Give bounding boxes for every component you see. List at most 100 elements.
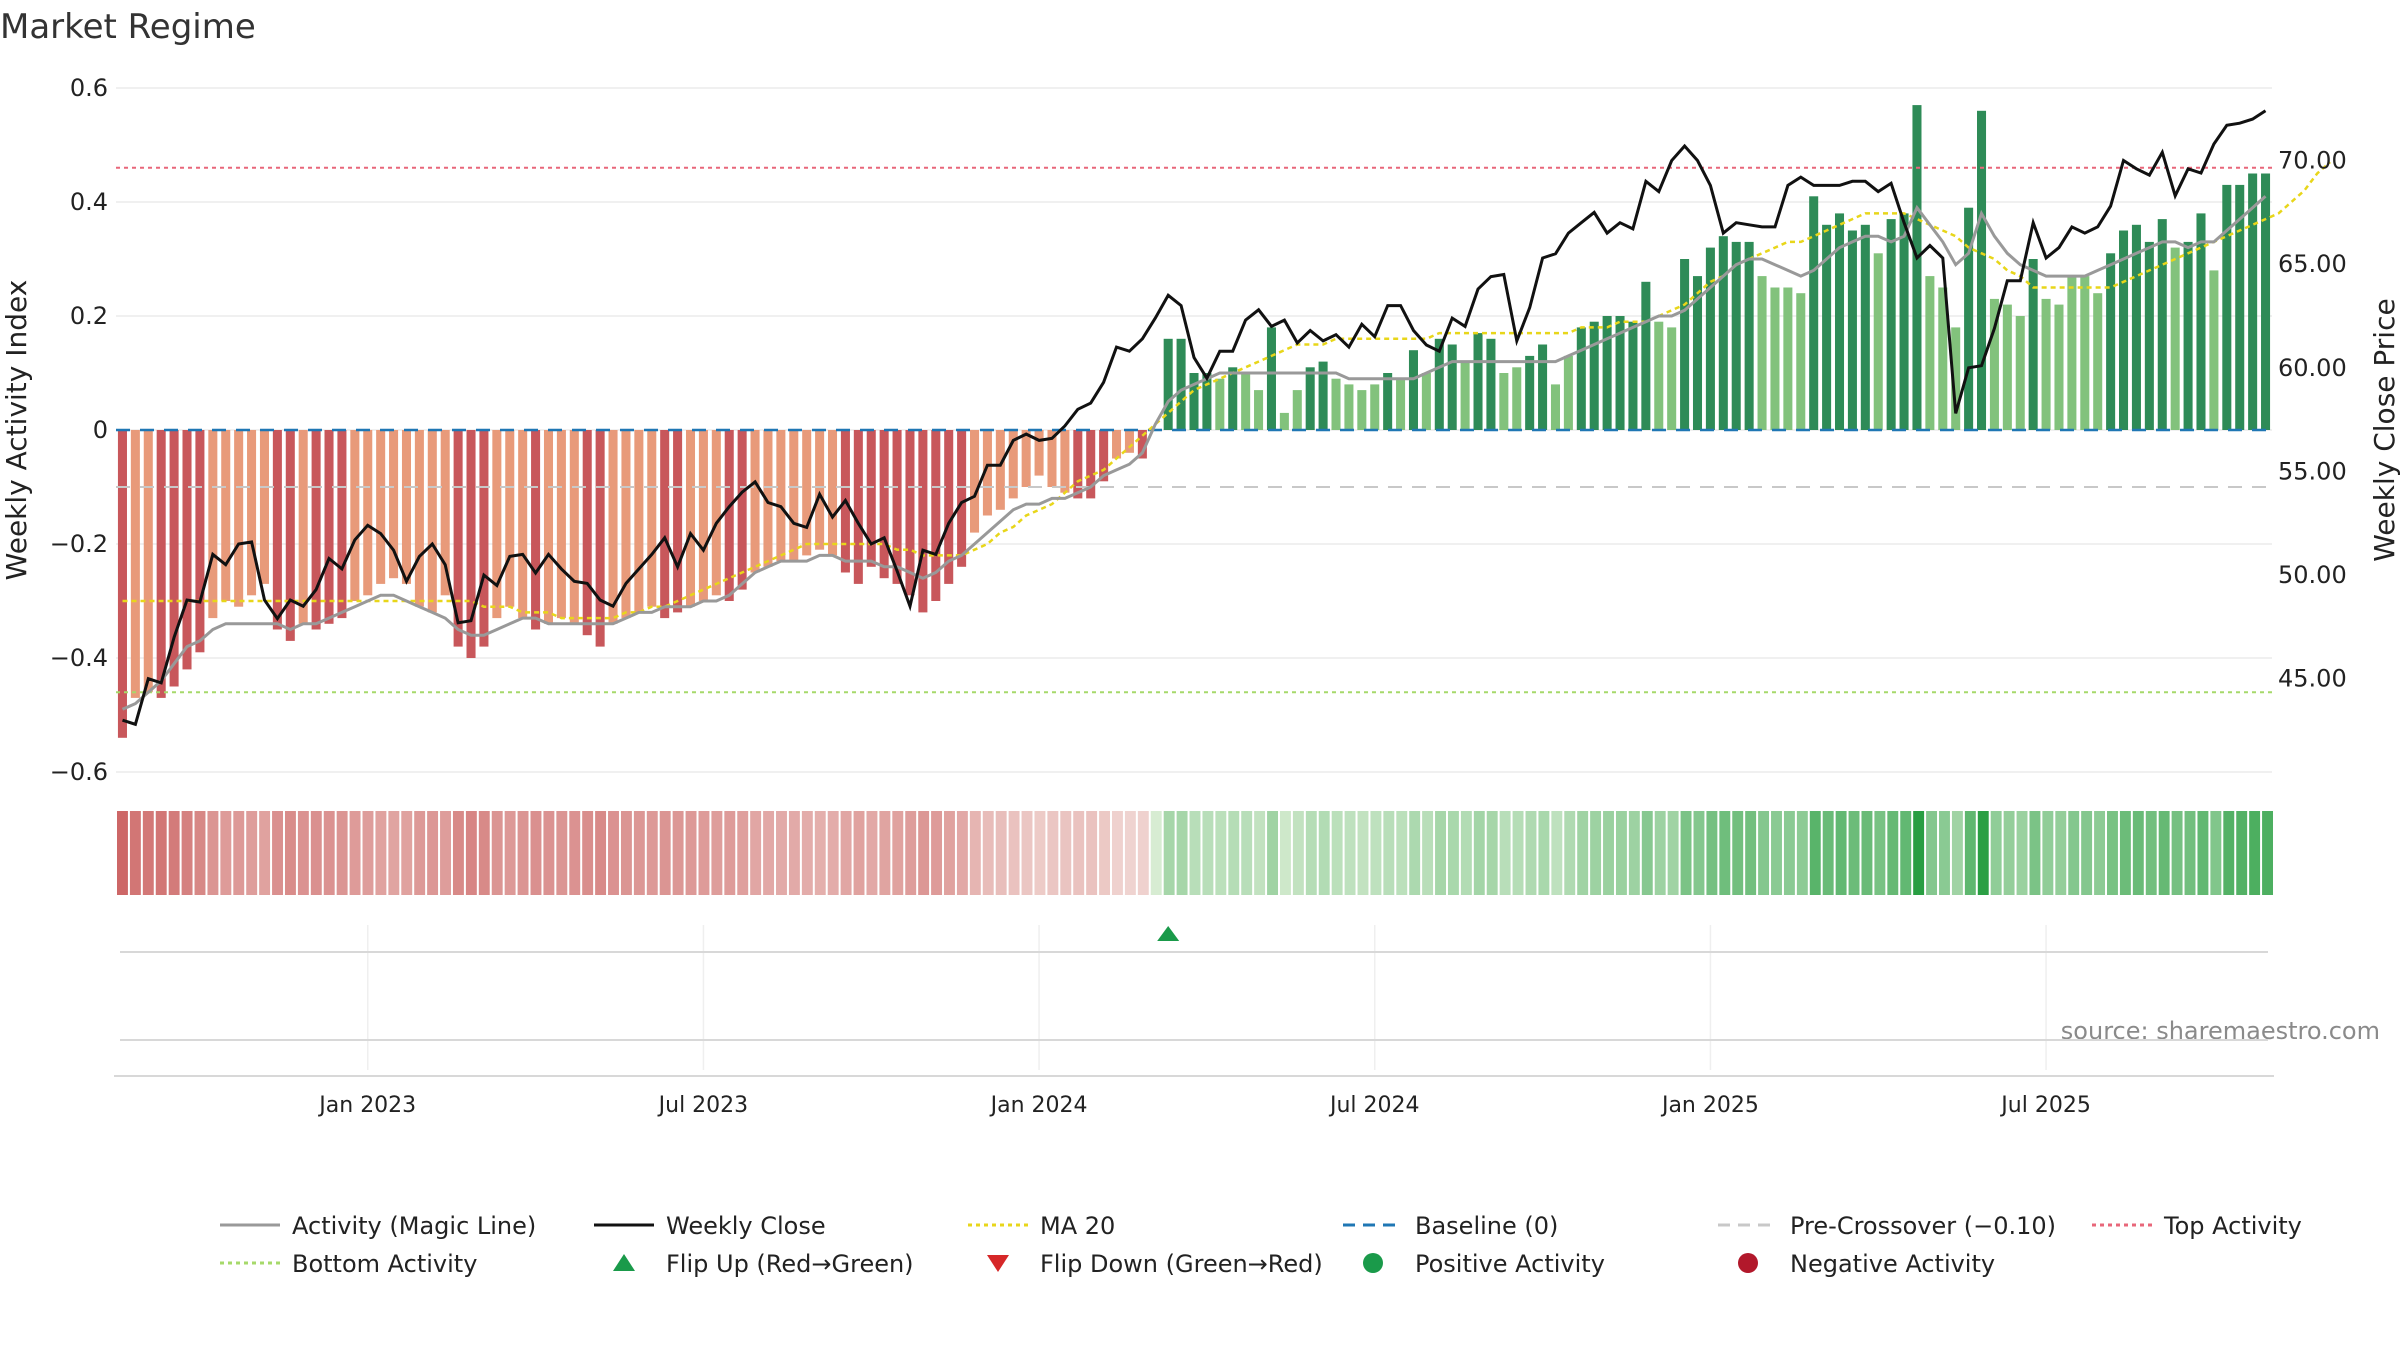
x-tick-label: Jul 2024 <box>1328 1093 1420 1118</box>
regime-strip-cell <box>2197 811 2209 895</box>
regime-strip-cell <box>1719 811 1731 895</box>
activity-bar <box>1124 430 1134 453</box>
regime-strip-cell <box>905 811 917 895</box>
regime-strip-cell <box>711 811 723 895</box>
regime-strip-cell <box>427 811 439 895</box>
regime-strip-cell <box>1254 811 1266 895</box>
activity-bar <box>1680 259 1690 430</box>
regime-strip-cell <box>259 811 271 895</box>
regime-strip-cell <box>284 811 296 895</box>
activity-bar <box>1176 338 1186 430</box>
legend-flip-up-icon <box>613 1254 635 1271</box>
activity-bar <box>595 430 605 647</box>
legend-label: Flip Up (Red→Green) <box>666 1250 914 1278</box>
legend-item: Flip Down (Green→Red) <box>987 1250 1323 1278</box>
activity-bar <box>1370 384 1380 430</box>
regime-strip-cell <box>582 811 594 895</box>
regime-strip-cell <box>349 811 361 895</box>
activity-bar <box>1305 367 1315 430</box>
activity-bar <box>1434 338 1444 430</box>
legend: Activity (Magic Line) Weekly Close MA 20 Ba… <box>220 1212 2302 1278</box>
activity-bar <box>156 430 166 698</box>
activity-bar <box>1331 378 1341 430</box>
activity-bar <box>1705 247 1715 430</box>
activity-bar <box>1796 293 1806 430</box>
legend-item: Top Activity <box>2092 1212 2302 1240</box>
activity-bar <box>1344 384 1354 430</box>
activity-bar <box>698 430 708 601</box>
regime-strip-cell <box>1086 811 1098 895</box>
activity-bar <box>1550 384 1561 430</box>
regime-strip-cell <box>2210 811 2222 895</box>
regime-strip-cell <box>1667 811 1679 895</box>
activity-bar <box>1641 281 1651 430</box>
regime-strip-cell <box>1732 811 1744 895</box>
regime-strip-cell <box>2016 811 2028 895</box>
flip-up-marker <box>1157 926 1180 941</box>
activity-bar <box>1525 355 1535 430</box>
activity-bar <box>1202 373 1212 430</box>
regime-strip-cell <box>2132 811 2144 895</box>
legend-item: Weekly Close <box>594 1212 826 1240</box>
activity-bar <box>1189 373 1199 430</box>
activity-bar <box>763 430 773 567</box>
activity-bar <box>143 430 153 693</box>
regime-strip-cell <box>142 811 154 895</box>
regime-strip-cell <box>491 811 503 895</box>
activity-bar <box>2002 304 2012 430</box>
y-tick-label: −0.2 <box>50 530 108 558</box>
regime-strip-cell <box>2184 811 2196 895</box>
activity-bar <box>298 430 308 624</box>
activity-bar <box>2157 219 2167 430</box>
activity-bar <box>2106 253 2116 430</box>
regime-strip-cell <box>2236 811 2248 895</box>
legend-item: Negative Activity <box>1738 1250 1995 1278</box>
activity-bar <box>853 430 863 584</box>
regime-strip-cell <box>2262 811 2273 895</box>
regime-strip-cell <box>1331 811 1343 895</box>
regime-strip-cell <box>1060 811 1072 895</box>
activity-bar <box>1860 224 1870 430</box>
regime-strip-cell <box>1396 811 1408 895</box>
activity-bar <box>1357 390 1367 430</box>
activity-bar <box>750 430 760 573</box>
activity-bar <box>1731 241 1741 430</box>
y2-tick-label: 55.00 <box>2278 457 2347 485</box>
chart-title: Market Regime <box>0 7 256 47</box>
activity-bar <box>285 430 295 641</box>
y2-tick-label: 60.00 <box>2278 354 2347 382</box>
regime-strip-cell <box>1758 811 1770 895</box>
regime-strip-cell <box>465 811 477 895</box>
activity-bar <box>1163 338 1173 430</box>
x-tick-label: Jul 2023 <box>657 1093 749 1118</box>
y2-tick-label: 65.00 <box>2278 250 2347 278</box>
activity-bar <box>479 430 489 647</box>
activity-bar <box>1499 373 1509 430</box>
activity-bar <box>1925 276 1935 430</box>
regime-strip-cell <box>1344 811 1356 895</box>
regime-strip-cell <box>620 811 632 895</box>
regime-strip-cell <box>297 811 309 895</box>
regime-strip-cell <box>763 811 775 895</box>
regime-strip-cell <box>1822 811 1834 895</box>
activity-bar <box>1718 236 1728 430</box>
lower-panels <box>114 926 2274 1077</box>
regime-strip-cell <box>2145 811 2157 895</box>
ma20-line <box>122 161 2331 620</box>
x-axis-ticks: Jan 2023 Jul 2023 Jan 2024 Jul 2024 Jan 2025… <box>317 1093 2091 1118</box>
activity-bar <box>982 430 992 516</box>
legend-flip-down-icon <box>987 1255 1009 1272</box>
activity-bar <box>931 430 941 601</box>
series-lines <box>121 109 2331 727</box>
legend-item: Bottom Activity <box>220 1250 477 1278</box>
activity-bar <box>2170 247 2180 430</box>
regime-strip-cell <box>181 811 193 895</box>
activity-bar <box>1408 350 1418 430</box>
regime-strip-cell <box>504 811 516 895</box>
activity-bar <box>1047 430 1057 487</box>
activity-bar <box>737 430 747 590</box>
regime-strip-cell <box>1809 811 1821 895</box>
regime-strip-cell <box>1435 811 1446 895</box>
legend-label: Activity (Magic Line) <box>292 1212 536 1240</box>
